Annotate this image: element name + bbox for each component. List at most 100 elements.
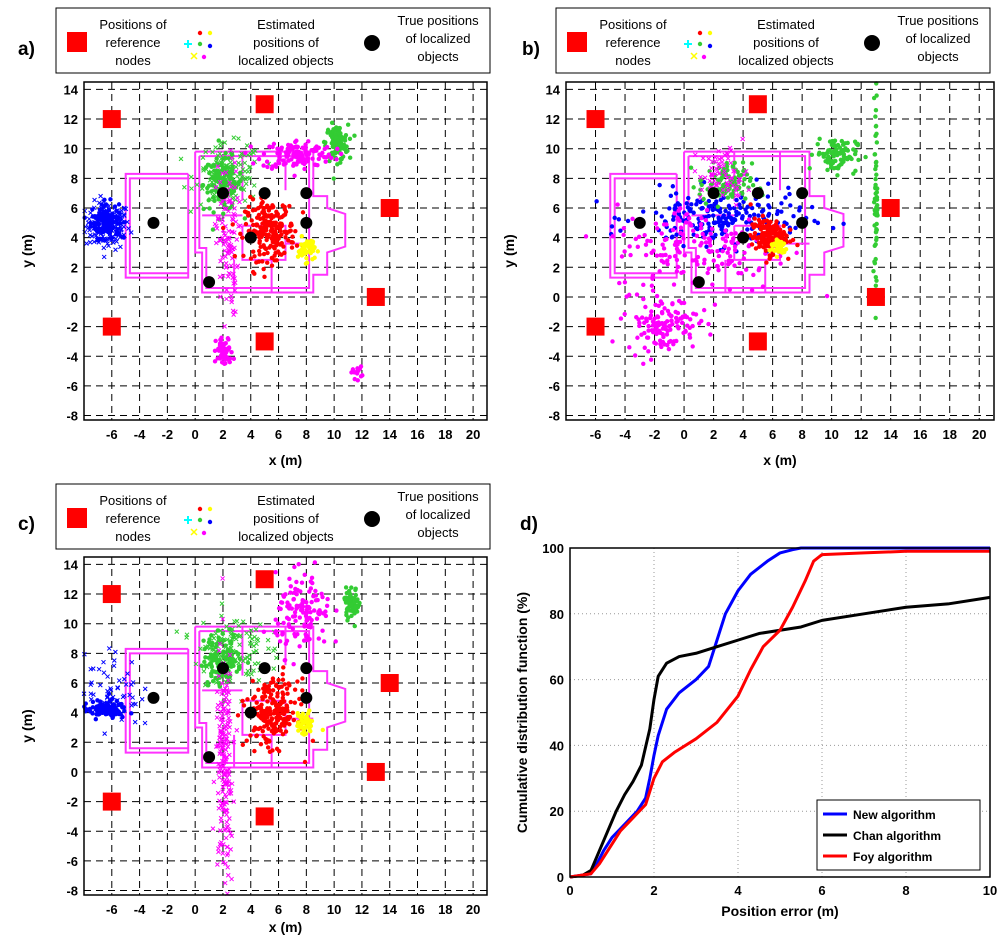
panel-a-estimate-point xyxy=(250,208,256,213)
panel-a-estimate-point xyxy=(250,222,256,228)
panel-c-estimate-point xyxy=(224,844,230,850)
panel-b-estimate-point xyxy=(812,218,817,224)
panel-a-estimate-point xyxy=(200,155,206,160)
panel-b-estimate-point xyxy=(743,267,749,272)
panel-b-true-position xyxy=(633,216,646,229)
panel-a-estimate-point xyxy=(294,243,300,248)
panel-b-estimate-point xyxy=(722,152,728,158)
panel-b-estimate-point xyxy=(721,195,726,200)
panel-d-legend-label: Foy algorithm xyxy=(853,850,932,864)
panel-b-floorplan-wall xyxy=(687,155,807,290)
panel-c-estimate-point xyxy=(273,617,278,622)
panel-b-estimate-point xyxy=(630,216,635,222)
panel-a-estimate-point xyxy=(240,176,246,182)
panel-b-estimate-point xyxy=(873,283,879,288)
panel-b-estimate-point xyxy=(795,242,800,248)
panel-a-estimate-point xyxy=(227,359,232,365)
panel-b-estimate-point xyxy=(793,225,798,231)
panel-c-estimate-point xyxy=(250,678,255,684)
panel-c-estimate-point xyxy=(224,624,229,629)
panel-a-true-position xyxy=(300,216,313,229)
panel-c-estimate-point xyxy=(344,612,349,618)
panel-c-legend-estimated-marker xyxy=(197,506,203,512)
panel-c-estimate-point xyxy=(104,704,110,710)
panel-a-estimate-point xyxy=(274,258,279,263)
panel-a-estimate-point xyxy=(287,203,292,209)
panel-b-estimate-point xyxy=(728,192,734,197)
panel-a-estimate-point xyxy=(221,179,227,184)
panel-b-legend-estimated-marker xyxy=(701,54,707,60)
panel-c-estimate-point xyxy=(116,709,122,715)
panel-a-estimate-point xyxy=(126,226,131,231)
panel-b-y-axis-label: y (m) xyxy=(501,234,517,267)
panel-a-estimate-point xyxy=(228,184,234,190)
panel-a-estimate-point xyxy=(87,240,93,245)
panel-c-estimate-point xyxy=(253,648,259,654)
panel-b-estimate-point xyxy=(637,320,642,326)
panel-a-x-tick-label: 16 xyxy=(410,427,424,442)
panel-b-estimate-point xyxy=(764,218,770,223)
panel-a-estimate-point xyxy=(252,271,257,276)
panel-c-floorplan-wall xyxy=(194,625,347,769)
panel-c-estimate-point xyxy=(202,659,207,665)
panel-a-legend-true-text: of localized xyxy=(405,31,470,46)
panel-c-estimate-point xyxy=(198,646,203,652)
panel-b-estimate-point xyxy=(734,197,739,203)
panel-a-estimate-point xyxy=(254,215,260,220)
panel-c-estimate-point xyxy=(313,593,319,598)
panel-c-estimate-point xyxy=(246,652,252,658)
panel-c-estimate-point xyxy=(291,717,297,723)
panel-c-estimate-point xyxy=(259,709,264,715)
panel-b-estimate-point xyxy=(766,226,771,232)
panel-b-estimate-point xyxy=(691,185,696,190)
panel-b-estimate-point xyxy=(632,353,638,358)
panel-a-estimate-point xyxy=(242,216,248,221)
panel-b-x-tick-label: 18 xyxy=(942,427,956,442)
panel-c-estimate-point xyxy=(220,807,226,812)
panel-b-x-tick-label: 4 xyxy=(739,427,747,442)
panel-c-estimate-point xyxy=(281,665,286,670)
panel-c-estimate-point xyxy=(226,698,232,704)
panel-b-estimate-point xyxy=(682,253,687,258)
panel-b-estimate-point xyxy=(641,209,646,214)
panel-c-estimate-point xyxy=(241,703,247,708)
panel-c-estimate-point xyxy=(224,808,230,814)
panel-d-y-axis-label: Cumulative distribution function (%) xyxy=(514,592,530,833)
panel-c-floorplan-wall xyxy=(128,652,189,750)
panel-a-estimate-point xyxy=(106,243,111,249)
panel-b-estimate-point xyxy=(767,237,772,243)
panel-b-estimate-point xyxy=(777,243,783,248)
panel-a-scatter: Positions of reference nodes Estimated posit… xyxy=(18,7,491,468)
panel-a-estimate-point xyxy=(118,244,123,250)
panel-b-estimate-point xyxy=(734,212,739,218)
panel-c-estimate-point xyxy=(223,759,229,764)
panel-b-true-position xyxy=(796,187,809,200)
panel-a-estimate-point xyxy=(241,253,246,259)
panel-b-estimate-point xyxy=(757,223,762,228)
panel-a-x-tick-label: 6 xyxy=(275,427,282,442)
panel-a-estimate-point xyxy=(114,208,119,214)
panel-b-estimate-point xyxy=(674,257,680,263)
panel-b-estimate-point xyxy=(766,181,771,186)
panel-c-estimate-point xyxy=(281,699,287,704)
panel-c-estimate-point xyxy=(247,634,253,639)
panel-b-estimate-point xyxy=(756,240,762,246)
panel-c-estimate-point xyxy=(120,694,126,700)
panel-b-x-tick-label: 0 xyxy=(680,427,687,442)
panel-a-estimate-point xyxy=(342,138,348,143)
panel-a-legend-estimated-marker xyxy=(207,43,213,49)
panel-a-estimate-point xyxy=(212,359,218,364)
panel-a-estimate-point xyxy=(110,240,116,245)
panel-b-estimate-point xyxy=(830,161,835,166)
panel-b-estimate-point xyxy=(669,313,674,319)
panel-b-legend-estimated-marker xyxy=(697,30,703,36)
panel-c-estimate-point xyxy=(221,706,227,711)
panel-b-estimate-point xyxy=(703,201,709,206)
panel-a-legend-estimated-text: positions of xyxy=(253,35,319,50)
panel-c-estimate-point xyxy=(275,694,280,699)
panel-b-estimate-point xyxy=(783,237,788,242)
panel-a-legend-reference-marker xyxy=(67,32,87,52)
panel-b-estimate-point xyxy=(644,316,649,321)
panel-c-estimate-point xyxy=(254,641,259,647)
panel-c-estimate-point xyxy=(308,728,313,734)
